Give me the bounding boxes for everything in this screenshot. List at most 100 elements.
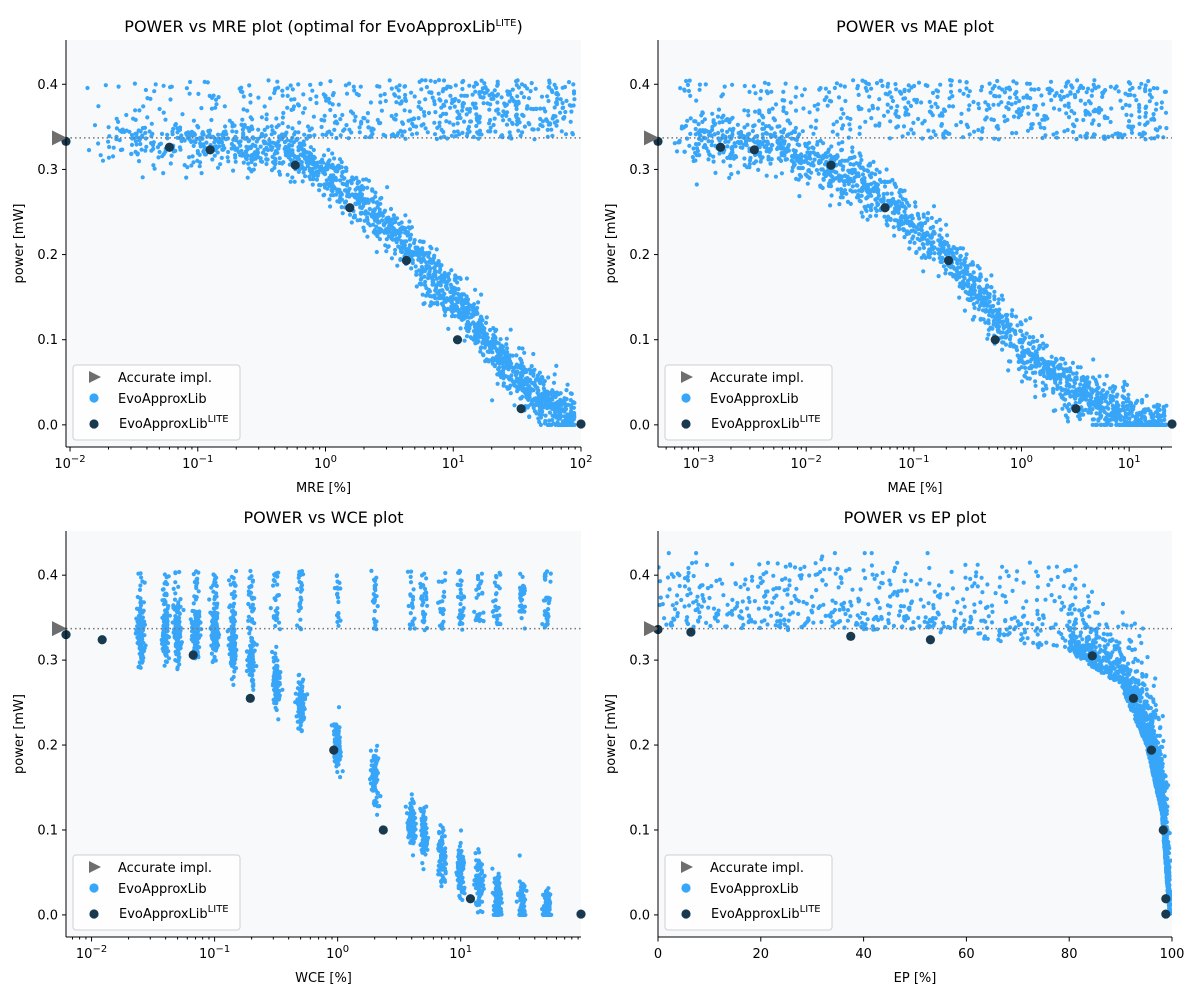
evo-point [855,172,860,178]
evo-point [706,157,711,162]
y-tick-label: 0.2 [629,248,650,263]
evo-point [1098,391,1103,396]
evo-point [904,231,910,237]
evo-point [748,155,753,161]
evo-point [435,300,440,305]
evo-point [324,98,329,103]
evo-point [141,104,146,109]
evo-point [285,86,290,91]
evo-point [453,133,458,139]
evo-point [363,211,368,216]
evo-point [980,298,985,303]
evo-point [377,84,382,89]
evo-point [347,212,353,217]
evo-point [473,341,478,346]
evo-point [1133,400,1138,406]
evo-point [480,352,486,357]
evo-point [1146,79,1151,84]
evo-point [355,181,360,186]
evo-point [925,83,930,88]
evo-point [932,251,937,256]
evo-point [1016,367,1022,372]
evo-point [1004,316,1009,321]
evo-point [245,175,250,180]
evo-point [988,307,993,312]
evo-point [488,125,493,130]
evo-point [409,90,414,95]
legend-accurate-marker [681,371,693,383]
evo-point [751,124,756,129]
evo-point [882,214,887,219]
evo-point [1122,379,1127,384]
evo-point [947,104,952,109]
evo-point [483,86,488,91]
evo-point [806,146,811,151]
evo-point [781,89,786,94]
evo-point [516,128,521,133]
evo-point [1125,422,1130,427]
evo-point [1045,375,1050,381]
evo-point [1065,419,1071,424]
evo-point [334,192,339,197]
evo-point [295,102,301,107]
evo-point [314,100,319,106]
evo-point [857,125,863,130]
evo-point [532,380,537,385]
evo-point [902,188,907,193]
evo-point [302,106,307,111]
evo-point [408,243,413,248]
evo-point [848,188,853,193]
evo-point [394,100,399,105]
evo-point [1063,413,1068,418]
evo-point [843,173,848,178]
evo-point [301,92,306,97]
evo-point [977,303,983,308]
evo-point [967,103,972,108]
evo-point [840,195,845,200]
evo-point [985,302,990,307]
evo-point [253,143,258,149]
chart-title: POWER vs MRE plot (optimal for EvoApprox… [124,17,522,36]
evo-point [301,110,306,115]
evo-point [1161,407,1167,412]
evo-point [1044,386,1049,391]
evo-point [531,373,536,378]
evo-point [1066,101,1071,106]
evo-point [844,191,849,196]
evo-point [1111,416,1116,421]
evo-point [195,151,201,156]
evo-point [449,268,454,273]
evo-point [957,295,962,300]
evo-point [735,122,741,127]
evo-point [468,322,473,327]
evo-point [992,136,997,141]
evo-point [571,91,577,96]
evo-point [507,130,512,135]
evo-point [453,273,458,278]
evo-point [731,156,737,161]
evo-point [248,92,253,98]
evo-point [729,172,734,177]
evo-point [255,147,260,152]
evo-point [110,154,116,159]
evo-point [552,120,557,125]
evo-point [936,274,941,279]
evo-point [407,109,412,114]
evo-point [572,410,577,416]
evo-point [742,108,747,113]
evo-point [387,78,392,83]
evo-point [842,182,847,188]
evo-point [1066,407,1071,412]
evo-point [720,92,726,97]
evo-point [198,144,203,149]
evo-point [1035,338,1040,343]
evo-point [565,412,570,417]
evo-point [889,95,894,100]
evo-point [369,197,374,202]
evo-point [995,327,1000,332]
evo-point [475,118,480,123]
evo-point [755,133,760,139]
evo-point [773,174,779,179]
evo-point [1016,359,1021,364]
evo-point [822,97,827,103]
